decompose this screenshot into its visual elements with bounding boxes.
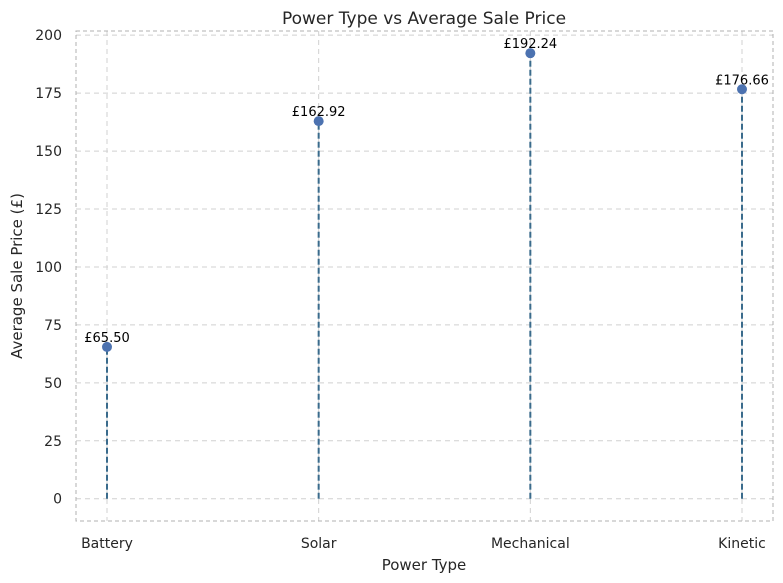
data-label-solar: £162.92 [292, 105, 346, 120]
y-tick-label: 0 [53, 492, 62, 508]
plot-frame [75, 30, 774, 522]
x-tick-label-mechanical: Mechanical [491, 536, 570, 552]
y-tick-label: 50 [44, 376, 62, 392]
y-tick-label: 175 [35, 86, 62, 102]
marker-kinetic [737, 84, 747, 95]
data-labels: £65.50 £162.92 £192.24 £176.66 [84, 37, 769, 346]
marker-solar [313, 116, 324, 127]
y-tick-label: 200 [35, 28, 62, 44]
y-tick-label: 150 [35, 144, 62, 160]
x-axis-label: Power Type [382, 556, 467, 574]
marker-mechanical [525, 48, 536, 59]
data-label-mechanical: £192.24 [503, 37, 557, 52]
x-tick-labels: Battery Solar Mechanical Kinetic [81, 536, 766, 552]
chart-title: Power Type vs Average Sale Price [282, 9, 566, 29]
y-tick-label: 100 [35, 260, 62, 276]
x-tick-label-kinetic: Kinetic [718, 536, 766, 552]
y-tick-labels: 0 25 50 75 100 125 150 175 200 [35, 28, 62, 508]
x-tick-label-battery: Battery [81, 536, 133, 552]
data-label-battery: £65.50 [84, 331, 130, 346]
y-axis-label: Average Sale Price (£) [8, 193, 26, 359]
marker-battery [102, 341, 112, 352]
y-tick-label: 75 [44, 318, 62, 334]
y-tick-label: 125 [35, 202, 62, 218]
stems [106, 53, 743, 499]
y-tick-label: 25 [44, 434, 62, 450]
x-tick-label-solar: Solar [301, 536, 337, 552]
markers [102, 48, 747, 352]
data-label-kinetic: £176.66 [715, 73, 769, 88]
gridlines [76, 31, 773, 521]
